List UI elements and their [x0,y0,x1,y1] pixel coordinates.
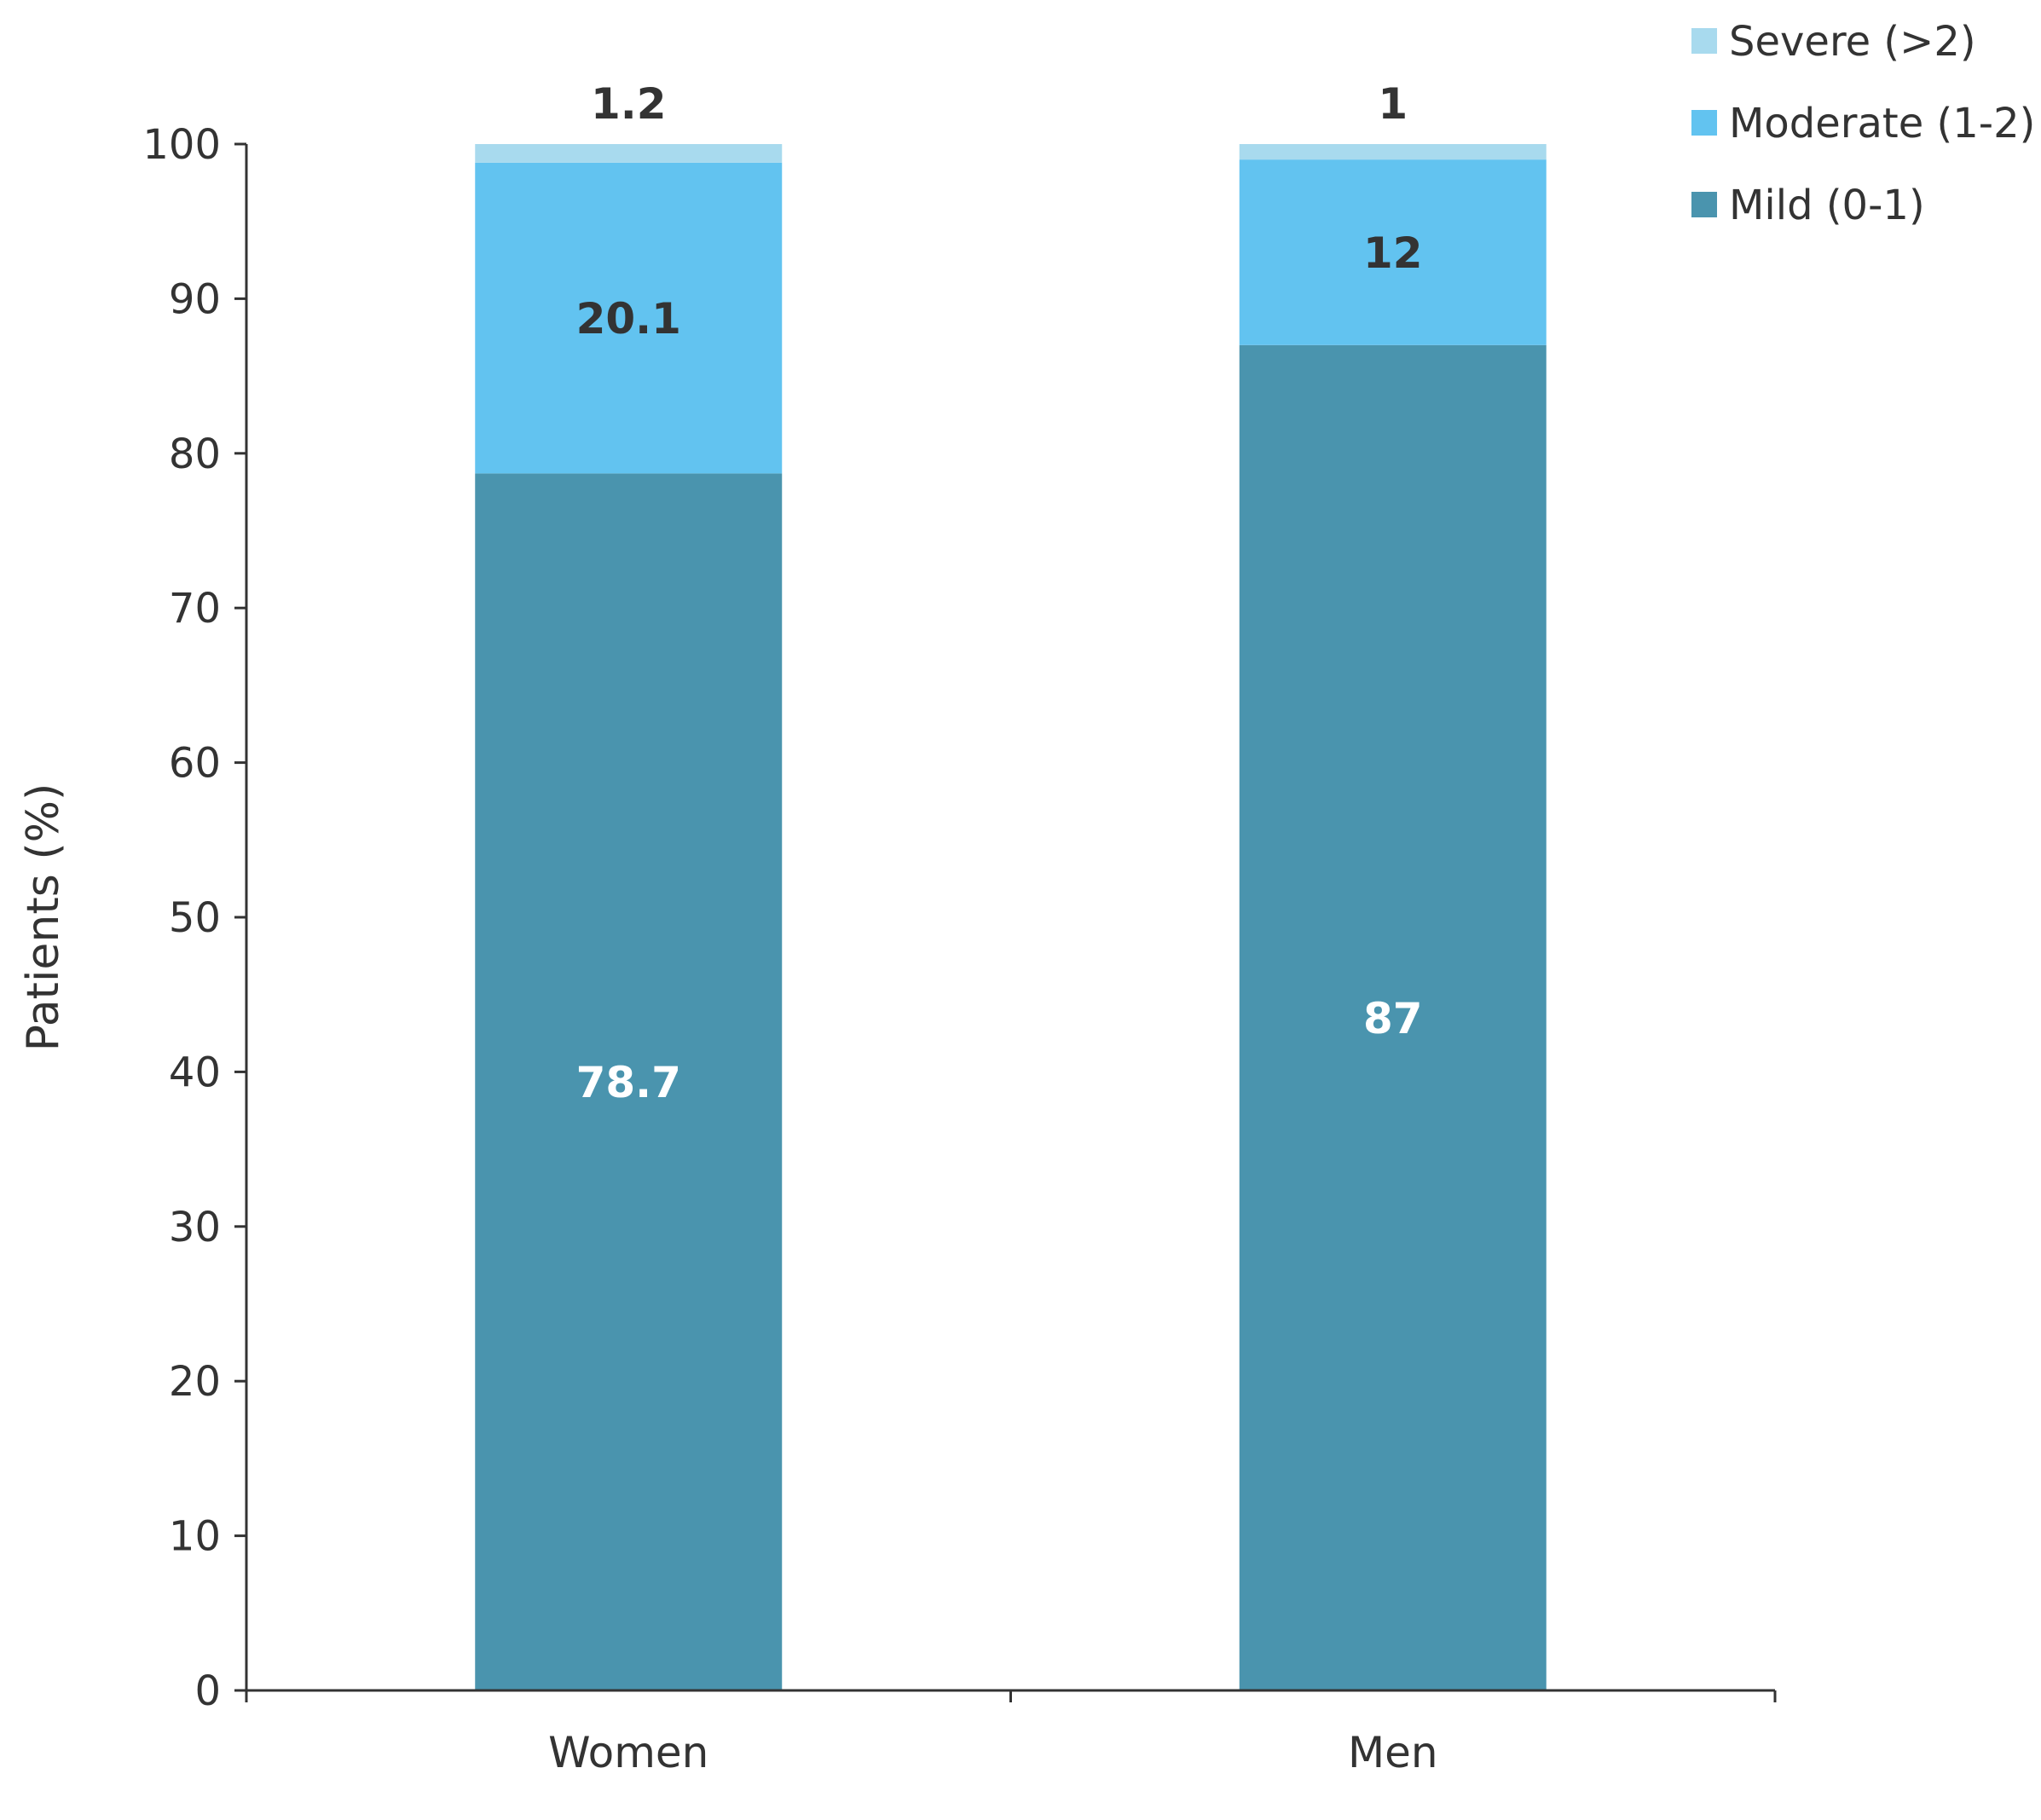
y-axis-title: Patients (%) [18,783,69,1052]
data-label-women-series-0: 78.7 [576,1058,681,1107]
y-tick-label: 0 [194,1667,221,1715]
x-category-label: Women [548,1728,708,1777]
y-tick-label: 80 [169,430,221,478]
x-categories-group: Women Men [548,1728,1437,1777]
legend-label: Moderate (1-2) [1729,100,2035,147]
legend-swatch [1691,192,1717,217]
y-tick-label: 40 [169,1049,221,1096]
x-category-label: Men [1348,1728,1438,1777]
y-tick-label: 90 [169,275,221,323]
data-label-women-series-2: 1.2 [591,79,667,129]
data-label-men-series-2: 1 [1378,79,1408,129]
y-tick-label: 50 [169,894,221,942]
y-tick-label: 60 [169,740,221,788]
bars-group [475,144,1547,1690]
y-tick-label: 70 [169,585,221,633]
bar-women-series-1 [475,162,783,474]
bar-men-series-2 [1239,144,1547,160]
data-label-women-series-1: 20.1 [576,294,681,344]
legend: Severe (>2) Moderate (1-2) Mild (0-1) [1691,18,2035,229]
bar-men-series-1 [1239,159,1547,345]
bar-men-series-0 [1239,344,1547,1690]
data-label-men-series-0: 87 [1363,994,1423,1043]
legend-label: Mild (0-1) [1729,182,1925,229]
y-ticks-group: 0 10 20 30 40 50 60 70 80 90 100 [142,121,246,1715]
legend-swatch [1691,110,1717,136]
legend-swatch [1691,28,1717,54]
legend-label: Severe (>2) [1729,18,1976,66]
data-labels-group: 78.7 20.1 1.2 87 12 1 [576,79,1423,1107]
bar-women-series-2 [475,144,783,163]
y-tick-label: 30 [169,1204,221,1251]
y-tick-label: 20 [169,1358,221,1406]
bar-women-series-0 [475,473,783,1690]
y-tick-label: 10 [169,1513,221,1561]
y-tick-label: 100 [142,121,221,169]
data-label-men-series-1: 12 [1363,228,1423,278]
